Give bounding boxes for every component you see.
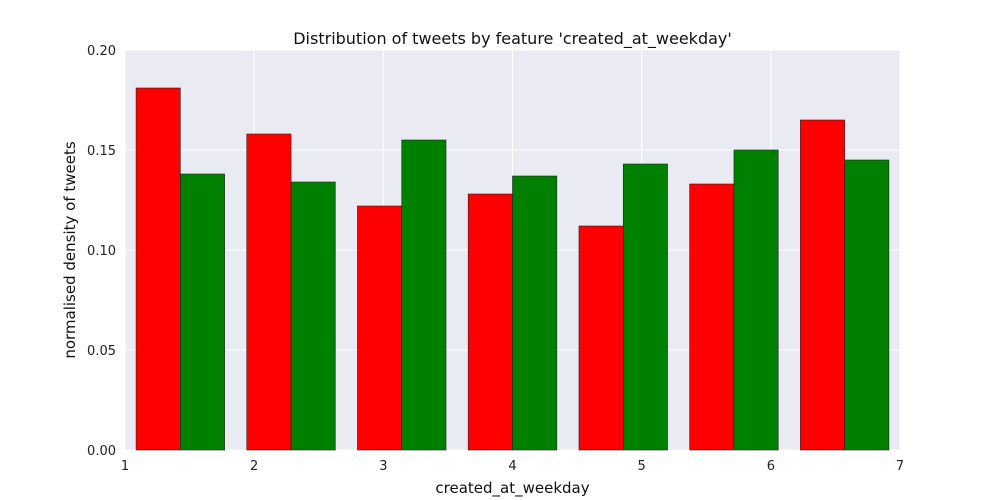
- x-tick-label: 3: [379, 459, 387, 474]
- bar: [290, 181, 336, 451]
- bar: [180, 173, 225, 451]
- y-axis-label: normalised density of tweets: [61, 141, 79, 359]
- x-tick-label: 1: [121, 459, 129, 474]
- y-tick-label: 0.20: [87, 44, 116, 59]
- chart-title: Distribution of tweets by feature 'creat…: [293, 29, 732, 49]
- bar: [357, 205, 403, 451]
- x-tick-label: 5: [638, 459, 646, 474]
- y-tick-label: 0.05: [87, 344, 116, 359]
- x-tick-label: 6: [767, 459, 775, 474]
- bar: [135, 87, 181, 451]
- bar: [622, 163, 668, 451]
- bar: [733, 149, 779, 451]
- x-tick-label: 7: [896, 459, 904, 474]
- bar: [689, 183, 735, 451]
- bar: [844, 159, 890, 451]
- bars: [135, 87, 890, 451]
- x-ticks: 1 2 3 4 5 6 7: [121, 459, 904, 474]
- x-tick-label: 2: [250, 459, 258, 474]
- x-tick-label: 4: [508, 459, 516, 474]
- bar: [578, 225, 624, 451]
- y-tick-label: 0.00: [87, 444, 116, 459]
- bar: [512, 175, 558, 451]
- y-tick-label: 0.15: [87, 144, 116, 159]
- y-tick-label: 0.10: [87, 244, 116, 259]
- bar: [800, 119, 845, 451]
- bar: [467, 193, 513, 451]
- bar: [246, 133, 292, 451]
- y-ticks: 0.00 0.05 0.10 0.15 0.20: [87, 44, 116, 459]
- bar: [401, 139, 447, 451]
- x-axis-label: created_at_weekday: [435, 479, 589, 498]
